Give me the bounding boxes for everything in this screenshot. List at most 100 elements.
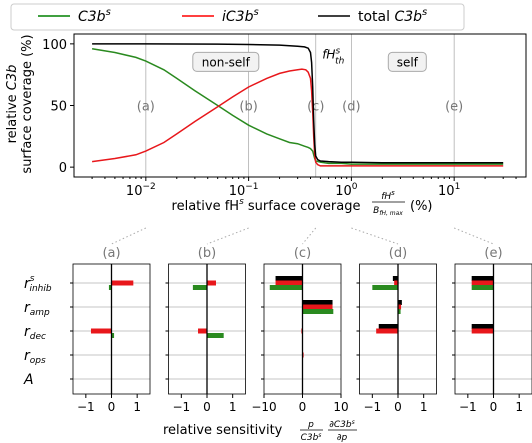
ytick-label-0: 0: [59, 161, 67, 176]
connector-4: [453, 227, 494, 245]
bar-red-0: [111, 280, 134, 286]
connector-0: [111, 227, 147, 245]
point-label-top-0: (a): [137, 100, 155, 115]
bar-black-0: [392, 276, 398, 281]
bar-xtick-label-1: 0: [490, 400, 498, 414]
point-label-top-4: (e): [445, 100, 463, 115]
bar-red-2: [471, 328, 494, 334]
top-series: [91, 43, 504, 167]
panel-label-2: (c): [294, 246, 311, 261]
bottom-xlabel: relative sensitivity p C3bs ∂C3bs ∂p: [163, 419, 357, 443]
top-chart: relative C3b surface coverage (%) (a) (b)…: [5, 33, 527, 217]
point-label-top-2: (c): [307, 100, 324, 115]
bar-xtick-label-1: 0: [203, 400, 211, 414]
category-label-3: rops: [24, 348, 46, 366]
bar-green-0: [372, 285, 398, 290]
panel-label-4: (e): [484, 246, 502, 261]
category-label-2: rdec: [24, 324, 46, 342]
legend-label-ic3b: iC3bs: [222, 7, 259, 25]
top-gridlines: [145, 34, 455, 177]
bar-xtick-label-2: 1: [229, 400, 237, 414]
panel-1: −1 0 1 (b): [165, 246, 246, 414]
bottom-xlabel-text: relative sensitivity: [163, 423, 283, 438]
bar-black-1: [302, 300, 333, 305]
bar-green-0: [471, 285, 494, 290]
panel-4: −1 0 1 (e): [452, 246, 532, 414]
bar-xtick-label-2: 10: [333, 400, 348, 414]
panel-label-0: (a): [102, 246, 120, 261]
bar-xtick-label-1: 0: [299, 400, 307, 414]
bar-xtick-label-2: 1: [133, 400, 141, 414]
bar-black-2: [471, 324, 494, 329]
bar-black-1: [398, 300, 402, 305]
threshold-label: fHs th: [322, 47, 344, 67]
bar-black-0: [471, 276, 494, 281]
bar-black-0: [275, 276, 303, 281]
connector-1: [206, 227, 249, 245]
point-label-top-1: (b): [239, 100, 257, 115]
bar-green-0: [108, 285, 112, 290]
panel-label-1: (b): [198, 246, 216, 261]
bar-red-0: [275, 280, 303, 286]
bar-green-0: [269, 285, 303, 290]
xtick-label-3: 101: [438, 182, 460, 199]
top-xlabel-fraction: fHs BfH, max (%): [372, 189, 433, 217]
connector-3: [351, 227, 399, 245]
bar-xtick-label-0: −1: [459, 400, 477, 414]
region-box-self: [387, 51, 427, 72]
bar-category-labels: rs inhib ramp rdec rops A: [23, 274, 52, 388]
top-xlabel-unit: (%): [410, 199, 433, 214]
top-annotations: (a) (b) (c) (d) (e) non-self self fHs th: [137, 47, 463, 115]
bar-red-2: [376, 328, 398, 334]
bar-xtick-label-0: −1: [363, 400, 381, 414]
panel-connectors: [111, 227, 494, 245]
bar-red-1: [302, 304, 333, 310]
connector-2: [302, 227, 317, 245]
series-line-black: [92, 43, 504, 164]
series-line-red: [91, 68, 504, 167]
series-line-green: [91, 48, 504, 165]
bar-red-2: [198, 328, 207, 334]
bottom-frac2-den: ∂p: [337, 433, 348, 443]
panel-0: −1 0 1 (a): [70, 246, 151, 414]
panel-3: −1 0 1 (d): [356, 246, 437, 414]
bar-red-0: [394, 280, 398, 286]
sensitivity-panels: −1 0 1(a)−1 0 1(b)−10 0 10(c)−1 0 1(d)−1 0 1(e): [70, 246, 532, 414]
top-xlabel-frac-den: BfH, max: [373, 206, 403, 217]
bar-xtick-label-0: −1: [77, 400, 95, 414]
legend-label-total: total C3bs: [358, 7, 427, 25]
bar-xtick-label-1: 0: [108, 400, 116, 414]
bar-black-2: [378, 324, 398, 329]
bottom-frac2-num: ∂C3bs: [329, 419, 355, 430]
bar-green-1: [398, 309, 401, 314]
top-ticks: 0 50 100 10−2 10−1 100 101: [42, 38, 517, 199]
bar-xtick-label-2: 1: [420, 400, 428, 414]
bar-green-1: [302, 309, 334, 314]
bar-red-0: [471, 280, 494, 286]
category-label-4: A: [23, 372, 34, 388]
bottom-frac1-num: p: [307, 420, 314, 430]
panel-label-3: (d): [389, 246, 407, 261]
legend-label-c3b: C3bs: [78, 7, 111, 25]
bar-green-2: [111, 333, 115, 338]
category-label-1: ramp: [24, 300, 50, 318]
bar-green-0: [192, 285, 207, 290]
bottom-frac1-den: C3bs: [301, 432, 322, 443]
panel-2: −10 0 10 (c): [251, 246, 348, 414]
xtick-label-2: 100: [335, 182, 358, 199]
bar-red-1: [398, 304, 402, 310]
region-box-nonself: [192, 51, 260, 72]
legend-frame: [10, 3, 465, 31]
bar-red-0: [207, 280, 216, 286]
bar-xtick-label-0: −10: [251, 400, 276, 414]
ytick-label-2: 100: [42, 38, 67, 53]
region-label-nonself: non-self: [202, 55, 251, 69]
top-ylabel-line1: relative C3b: [5, 65, 20, 144]
xtick-label-0: 10−2: [126, 182, 156, 199]
bar-green-2: [207, 333, 224, 338]
top-ylabel-line2: surface coverage (%): [20, 34, 35, 173]
region-label-self: self: [397, 55, 419, 69]
xtick-label-1: 10−1: [229, 182, 259, 199]
bar-xtick-label-0: −1: [172, 400, 190, 414]
